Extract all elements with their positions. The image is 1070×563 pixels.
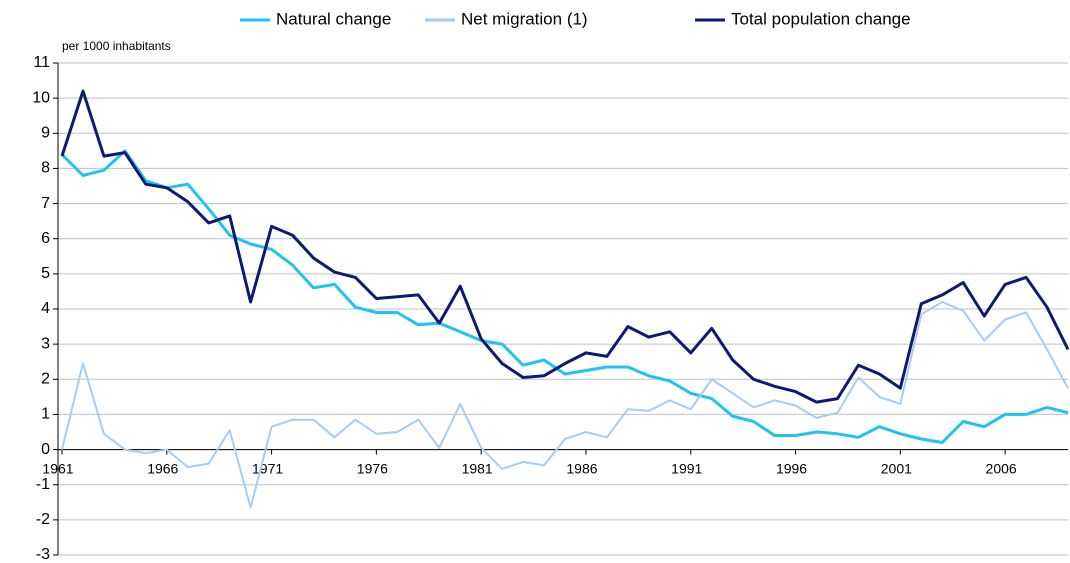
y-tick-label: 7 — [41, 195, 50, 212]
x-tick-label: 2006 — [986, 460, 1017, 476]
y-axis-label: per 1000 inhabitants — [62, 39, 171, 53]
x-tick-label: 2001 — [881, 460, 912, 476]
line-series — [61, 301, 1069, 509]
y-tick-label: 0 — [41, 441, 50, 458]
y-tick-label: -2 — [36, 511, 50, 528]
y-tick-label: 6 — [41, 230, 50, 247]
y-tick-label: 2 — [41, 371, 50, 388]
legend-label: Total population change — [731, 9, 911, 28]
x-tick-label: 1981 — [462, 460, 493, 476]
y-tick-label: 4 — [41, 300, 50, 317]
y-tick-label: -3 — [36, 546, 50, 563]
y-tick-label: 10 — [32, 89, 50, 106]
y-tick-label: 3 — [41, 335, 50, 352]
y-tick-label: 8 — [41, 160, 50, 177]
x-tick-label: 1991 — [671, 460, 702, 476]
x-tick-label: 1996 — [776, 460, 807, 476]
legend-label: Net migration (1) — [461, 9, 588, 28]
y-tick-label: 1 — [41, 406, 50, 423]
y-tick-label: 11 — [33, 54, 50, 71]
x-tick-label: 1976 — [357, 460, 388, 476]
line-series — [60, 89, 1070, 404]
legend-label: Natural change — [276, 9, 391, 28]
y-tick-label: 9 — [41, 125, 50, 142]
x-tick-label: 1986 — [566, 460, 597, 476]
y-tick-label: 5 — [41, 265, 50, 282]
x-tick-label: 1966 — [147, 460, 178, 476]
x-tick-label: 1961 — [42, 460, 73, 476]
y-tick-label: -1 — [36, 476, 50, 493]
x-tick-label: 1971 — [252, 460, 283, 476]
line-series — [60, 149, 1069, 444]
